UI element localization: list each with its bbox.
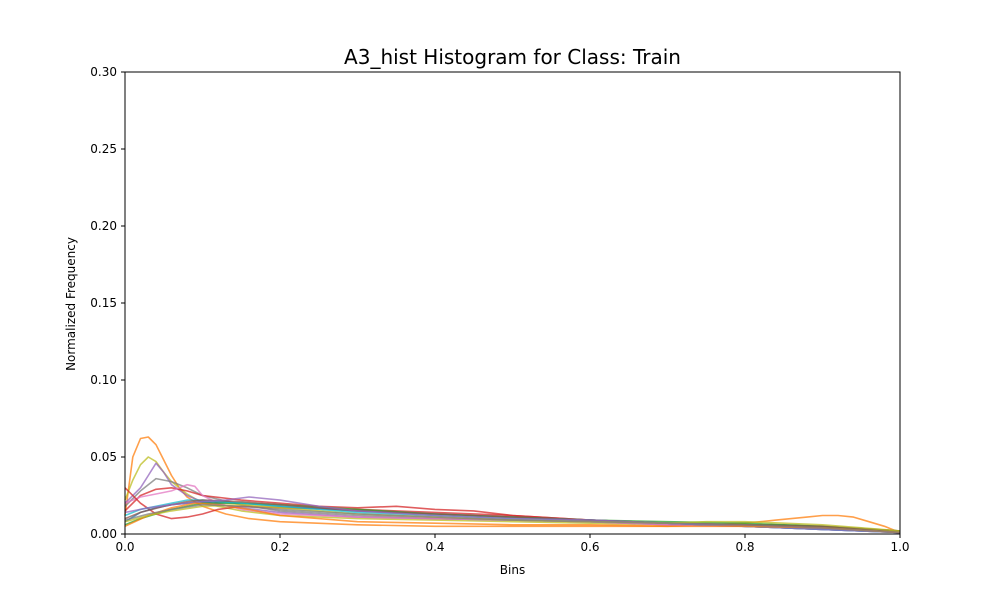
series-line-1	[124, 436, 901, 534]
y-tick-label: 0.10	[90, 373, 117, 387]
plot-lines	[124, 436, 901, 534]
y-tick-label: 0.05	[90, 450, 117, 464]
chart-title: A3_hist Histogram for Class: Train	[344, 45, 681, 69]
series-line-15	[124, 503, 901, 534]
plot-frame	[124, 71, 901, 535]
x-tick-label: 0.2	[270, 540, 289, 554]
y-tick-label: 0.15	[90, 296, 117, 310]
y-axis-label: Normalized Frequency	[64, 237, 78, 371]
x-tick-label: 0.0	[115, 540, 134, 554]
y-axis-ticks: 0.00 0.05 0.10 0.15 0.20 0.25 0.30	[90, 65, 125, 541]
y-tick-label: 0.00	[90, 527, 117, 541]
y-tick-label: 0.25	[90, 142, 117, 156]
x-axis-ticks: 0.0 0.2 0.4 0.6 0.8 1.0	[115, 534, 910, 554]
y-tick-label: 0.30	[90, 65, 117, 79]
x-tick-label: 1.0	[890, 540, 909, 554]
x-axis-label: Bins	[500, 563, 525, 577]
series-line-13	[124, 502, 901, 534]
y-tick-label: 0.20	[90, 219, 117, 233]
x-tick-label: 0.4	[425, 540, 444, 554]
x-tick-label: 0.8	[735, 540, 754, 554]
x-tick-label: 0.6	[580, 540, 599, 554]
